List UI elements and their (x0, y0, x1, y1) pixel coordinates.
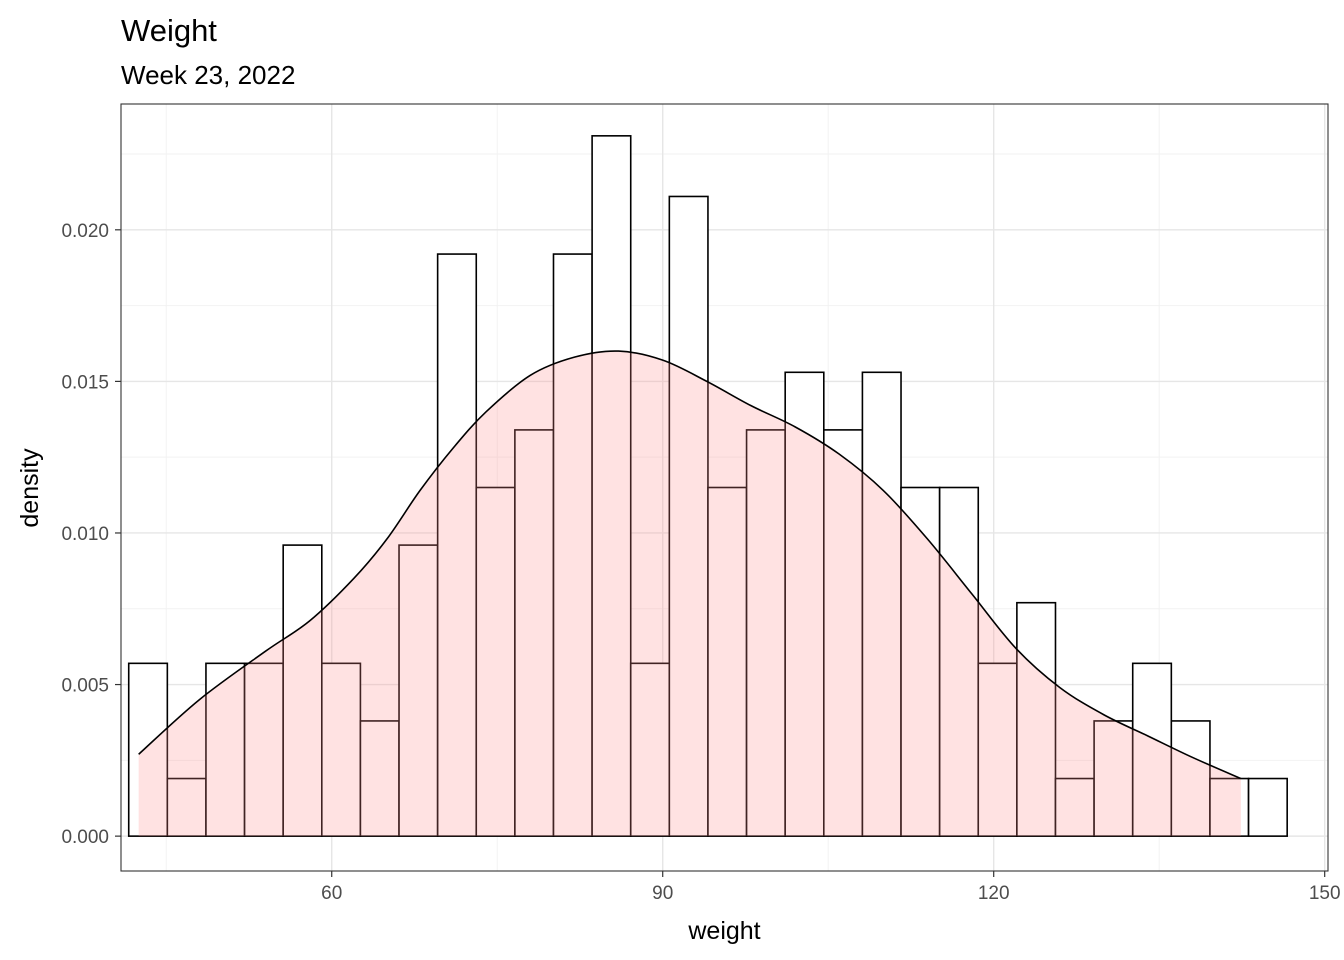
y-tick-label: 0.015 (61, 372, 109, 393)
histogram-bar (977, 662, 1018, 837)
chart-subtitle: Week 23, 2022 (121, 60, 295, 90)
x-axis-title: weight (687, 917, 760, 945)
density-area (138, 351, 1241, 837)
histogram-bar (1170, 720, 1211, 837)
histogram-bar (514, 429, 555, 837)
histogram-bar (436, 253, 478, 837)
histogram-bar (475, 486, 516, 837)
histogram-bar (1054, 777, 1095, 837)
density-curve-layer (138, 350, 1242, 837)
histogram-bar (205, 662, 246, 837)
histogram-bar (1016, 601, 1057, 837)
y-tick-label: 0.010 (61, 524, 109, 545)
y-tick-label: 0.005 (61, 676, 109, 697)
x-tick-label: 60 (321, 883, 342, 904)
histogram-bar (938, 486, 980, 837)
x-tick-label: 150 (1309, 883, 1341, 904)
histogram-bar (861, 371, 902, 837)
histogram-bar (822, 429, 864, 837)
histogram-bar (398, 544, 439, 837)
histogram-bar (591, 135, 632, 837)
histogram-bar (127, 662, 169, 837)
histogram-bar (707, 486, 748, 837)
x-tick-label: 90 (652, 883, 673, 904)
histogram-bar (552, 253, 593, 837)
y-tick-label: 0.000 (61, 827, 109, 848)
histogram-bar (668, 195, 709, 837)
histogram-bar (1247, 777, 1288, 837)
histogram-bar (1131, 662, 1173, 837)
histogram-bar (745, 429, 786, 837)
plot-border (120, 103, 1329, 872)
histogram-bars (127, 135, 1288, 837)
histogram-bar (629, 662, 671, 837)
density-curve (138, 350, 1242, 780)
histogram-bar (320, 662, 362, 837)
histogram-bar (282, 544, 323, 837)
histogram-bar (1093, 720, 1134, 837)
histogram-bar (1209, 777, 1250, 837)
chart-title: Weight (121, 13, 217, 48)
y-axis-title: density (16, 448, 44, 528)
axes: 60 90 120 150 0.000 0.005 0.010 0.015 0.020 (61, 221, 1340, 904)
y-tick-label: 0.020 (61, 221, 109, 242)
histogram-bar (243, 662, 284, 837)
x-tick-label: 120 (978, 883, 1010, 904)
